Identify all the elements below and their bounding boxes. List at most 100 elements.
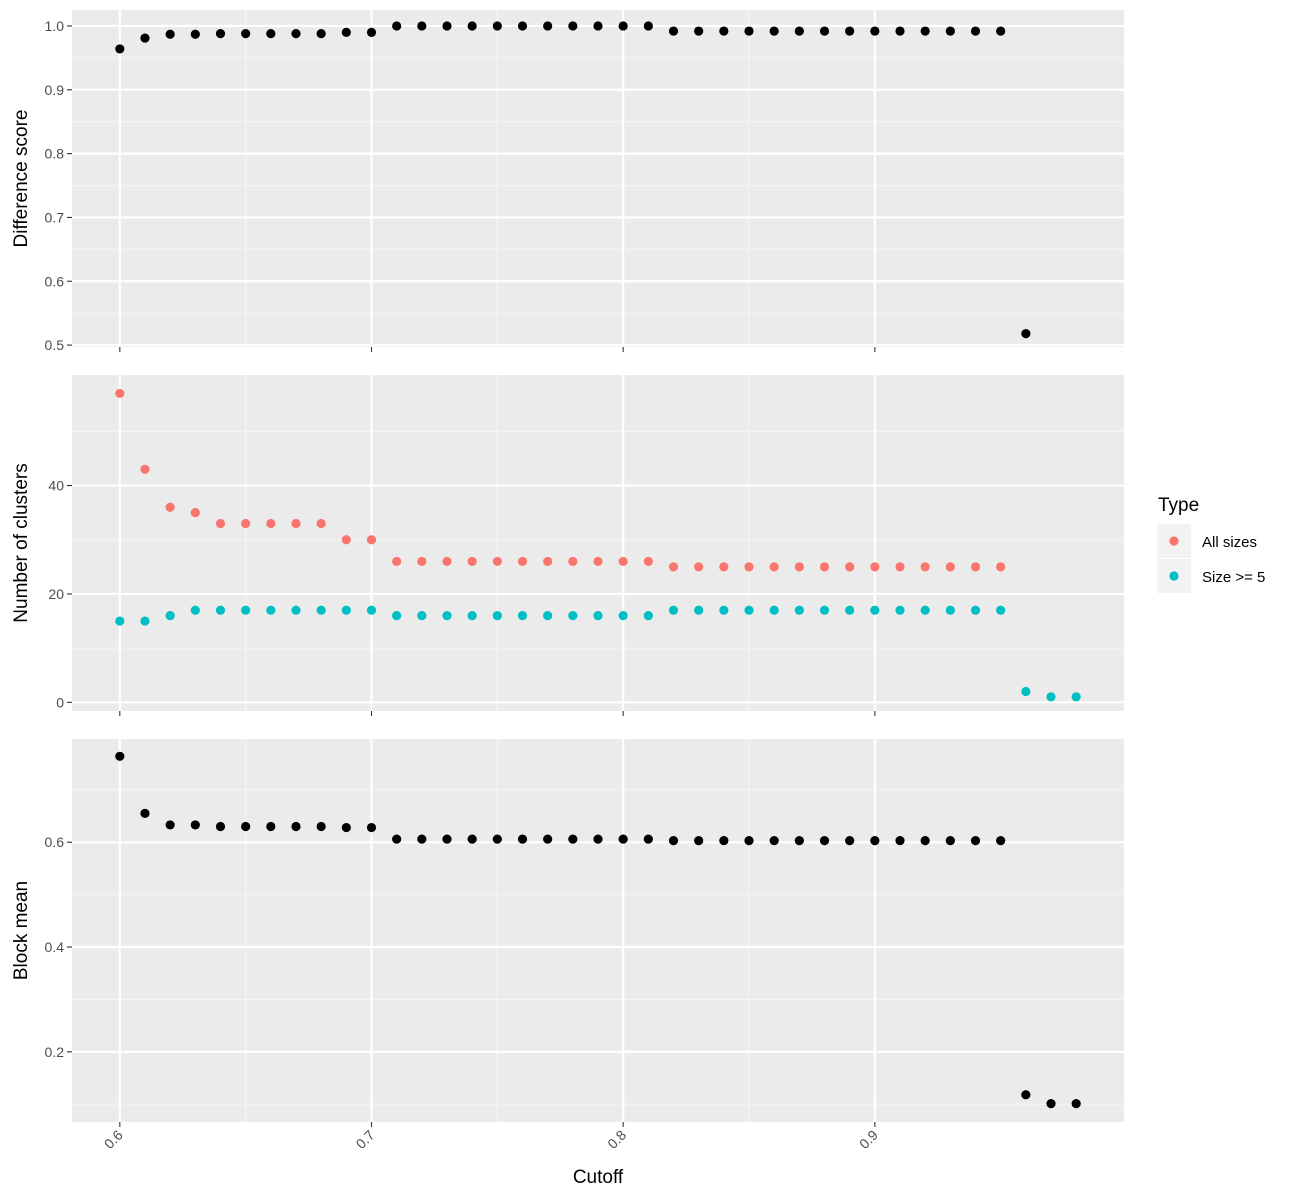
data-point xyxy=(819,605,830,615)
y-tick-label: 0.7 xyxy=(45,209,65,225)
data-point xyxy=(794,605,804,615)
data-point xyxy=(970,836,981,846)
data-point xyxy=(794,26,804,36)
data-point xyxy=(492,834,502,844)
data-point xyxy=(341,822,351,833)
data-point xyxy=(190,508,200,518)
data-point xyxy=(618,834,628,844)
data-point xyxy=(215,821,226,832)
data-point xyxy=(492,611,502,621)
panel-background xyxy=(72,739,1124,1122)
data-point xyxy=(668,562,679,572)
data-point xyxy=(769,605,779,615)
data-point xyxy=(190,29,200,39)
x-tick-label: 0.6 xyxy=(101,1127,126,1152)
y-tick-label: 0.4 xyxy=(45,939,65,955)
data-point xyxy=(241,29,251,39)
legend-title: Type xyxy=(1158,495,1199,516)
data-point xyxy=(341,27,351,37)
data-point xyxy=(291,29,301,39)
data-point xyxy=(165,820,175,830)
data-point xyxy=(1071,692,1081,702)
data-point xyxy=(543,556,553,567)
data-point xyxy=(517,556,528,567)
data-point xyxy=(895,836,905,846)
data-point xyxy=(115,388,125,399)
data-point xyxy=(920,605,930,615)
data-point xyxy=(492,556,502,567)
data-point xyxy=(970,26,981,36)
data-point xyxy=(945,605,955,615)
data-point xyxy=(190,605,200,615)
data-point xyxy=(291,821,301,832)
data-point xyxy=(215,605,226,615)
data-point xyxy=(996,605,1006,615)
data-point xyxy=(694,26,704,36)
data-point xyxy=(593,21,603,31)
data-point xyxy=(316,518,326,529)
data-point xyxy=(593,556,603,567)
data-point xyxy=(241,605,251,615)
data-point xyxy=(920,562,930,572)
data-point xyxy=(970,562,981,572)
data-point xyxy=(266,821,276,832)
data-point xyxy=(467,21,477,31)
data-point xyxy=(668,836,679,846)
data-point xyxy=(744,605,754,615)
y-tick-label: 0.6 xyxy=(45,834,65,850)
data-point xyxy=(895,562,905,572)
data-point xyxy=(266,605,276,615)
data-point xyxy=(115,44,125,54)
data-point xyxy=(568,556,578,567)
data-point xyxy=(492,21,502,31)
data-point xyxy=(392,21,402,31)
data-point xyxy=(543,834,553,844)
data-point xyxy=(568,611,578,621)
data-point xyxy=(945,26,955,36)
x-tick-label: 0.8 xyxy=(604,1127,629,1152)
data-point xyxy=(744,562,754,572)
y-axis-title: Block mean xyxy=(11,881,32,980)
data-point xyxy=(945,562,955,572)
legend-label-size-ge5: Size >= 5 xyxy=(1202,569,1265,586)
data-point xyxy=(643,834,653,844)
data-point xyxy=(266,29,276,39)
data-point xyxy=(140,33,150,43)
y-tick-label: 0.9 xyxy=(45,82,65,98)
data-point xyxy=(366,605,377,615)
data-point xyxy=(291,605,301,615)
data-point xyxy=(870,605,880,615)
data-point xyxy=(1021,686,1031,697)
panel-1: 0.5 0.6 0.7 0.8 0.9 1.0 Difference score xyxy=(11,10,1124,353)
legend-swatch-all-sizes xyxy=(1169,536,1179,546)
data-point xyxy=(215,29,226,39)
data-point xyxy=(467,556,477,567)
data-point xyxy=(668,26,679,36)
data-point xyxy=(165,611,175,621)
data-point xyxy=(845,26,855,36)
panel-background xyxy=(72,375,1124,711)
data-point xyxy=(870,26,880,36)
legend-swatch-size-ge5 xyxy=(1169,571,1179,581)
y-tick-label: 40 xyxy=(48,478,64,494)
y-tick-label: 0.2 xyxy=(45,1044,65,1060)
data-point xyxy=(895,26,905,36)
data-point xyxy=(845,605,855,615)
y-tick-label: 0.8 xyxy=(45,146,65,162)
panel-background xyxy=(72,10,1124,347)
data-point xyxy=(417,834,427,844)
data-point xyxy=(694,605,704,615)
data-point xyxy=(140,464,150,474)
data-point xyxy=(241,821,251,832)
data-point xyxy=(190,820,200,830)
data-point xyxy=(517,834,528,844)
x-tick-label: 0.9 xyxy=(856,1127,881,1152)
data-point xyxy=(241,518,251,529)
data-point xyxy=(719,26,729,36)
data-point xyxy=(417,21,427,31)
data-point xyxy=(543,611,553,621)
data-point xyxy=(996,26,1006,36)
data-point xyxy=(442,556,452,567)
data-point xyxy=(794,562,804,572)
panels-layer: 0.5 0.6 0.7 0.8 0.9 1.0 Difference score 0 20 40 N… xyxy=(11,10,1124,1152)
